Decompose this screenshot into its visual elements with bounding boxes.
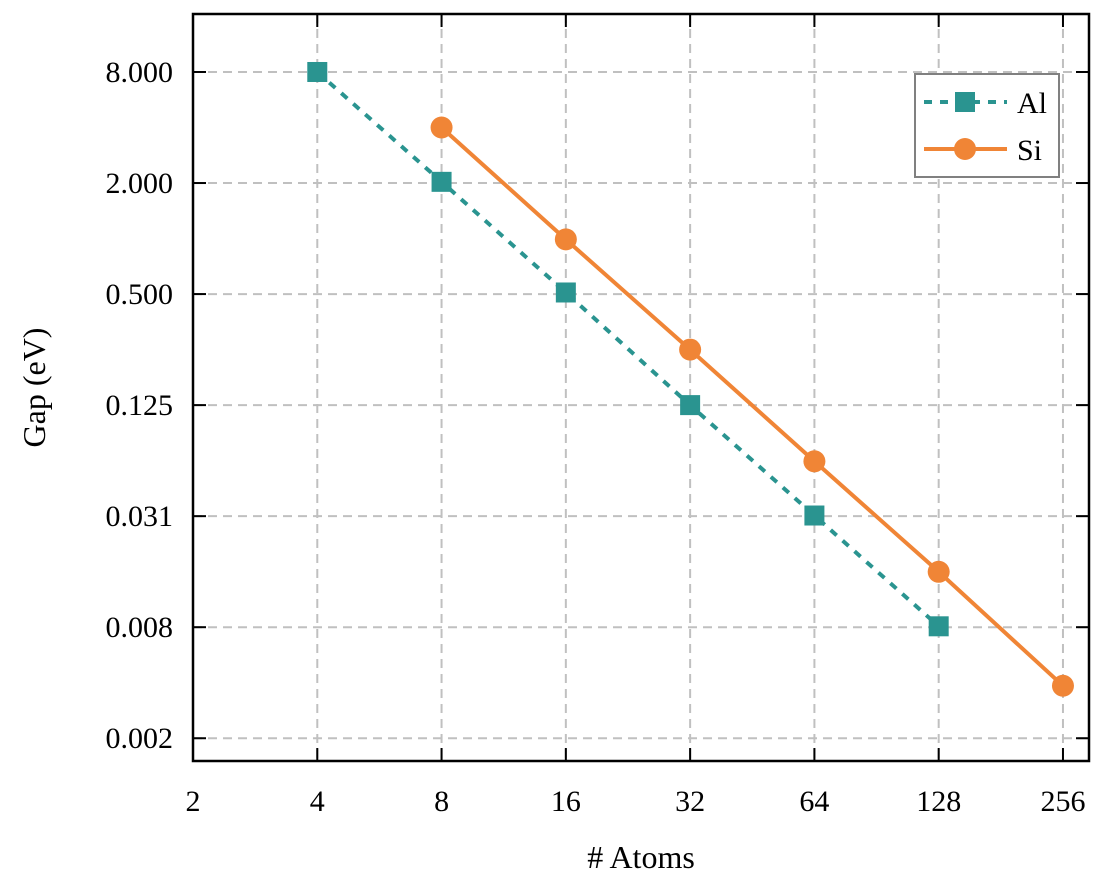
legend-box: [914, 73, 1060, 178]
legend: Al Si: [914, 73, 1060, 178]
y-tick-label: 2.000: [106, 167, 174, 200]
data-point-si: [1051, 674, 1074, 697]
data-point-si: [679, 338, 702, 361]
x-axis-title: # Atoms: [587, 839, 695, 875]
data-point-al: [804, 505, 825, 526]
data-point-al: [555, 282, 576, 303]
legend-marker-al: [955, 92, 975, 112]
data-point-al: [307, 61, 328, 82]
plot-frame: [191, 12, 1091, 763]
x-tick-label: 64: [799, 785, 829, 818]
legend-label-si: Si: [1017, 134, 1042, 167]
y-tick-label: 0.125: [106, 389, 174, 422]
data-point-si: [554, 228, 577, 251]
series-line-si: [440, 126, 1065, 688]
x-tick-label: 32: [675, 785, 705, 818]
legend-label-al: Al: [1017, 87, 1047, 120]
y-tick-label: 8.000: [106, 56, 174, 89]
data-point-al: [680, 395, 701, 416]
data-point-si: [927, 560, 950, 583]
x-tick-label: 4: [310, 785, 325, 818]
legend-marker-si: [954, 138, 976, 160]
data-point-al: [431, 171, 452, 192]
y-tick-label: 0.500: [106, 278, 174, 311]
x-tick-label: 128: [916, 785, 961, 818]
series-layer: [307, 61, 1074, 697]
data-point-si: [430, 116, 453, 139]
x-tick-label: 256: [1040, 785, 1085, 818]
x-tick-label: 8: [434, 785, 449, 818]
y-tick-label: 0.031: [106, 500, 174, 533]
series-line-al: [315, 70, 941, 628]
y-tick-label: 0.008: [106, 611, 174, 644]
ticks-layer: 2 4 8 16 32 64 128 256 0.002 0.008 0.031 0.125 0.500…: [106, 14, 1089, 818]
data-point-si: [803, 450, 826, 473]
y-tick-label: 0.002: [106, 722, 174, 755]
x-tick-label: 16: [551, 785, 581, 818]
y-axis-title: Gap (eV): [16, 328, 52, 448]
data-point-al: [928, 616, 949, 637]
x-tick-label: 2: [186, 785, 201, 818]
